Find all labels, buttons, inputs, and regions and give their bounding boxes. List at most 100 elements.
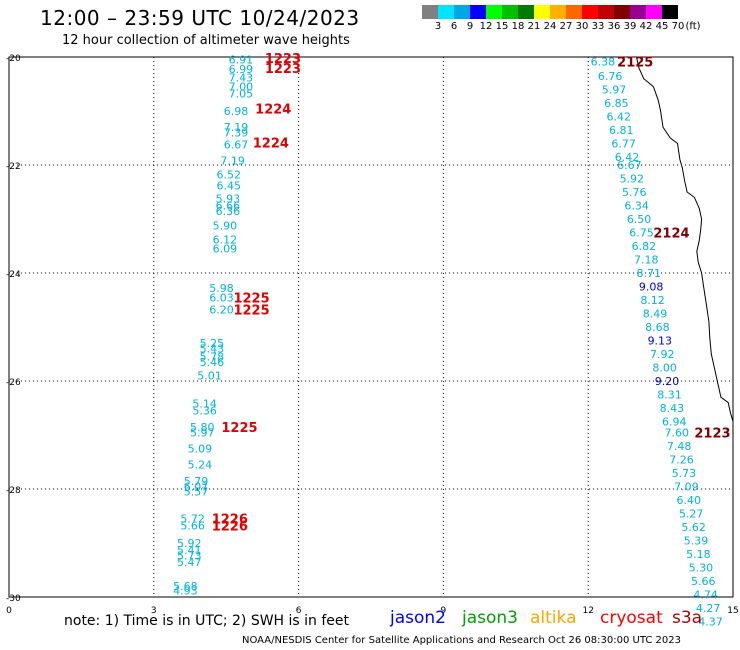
time-label: 1226	[212, 513, 248, 528]
wave-height-label: 6.34	[624, 200, 649, 213]
wave-height-label: 5.90	[213, 219, 238, 232]
wave-height-label: 5.92	[177, 537, 202, 550]
wave-height-readings: 6.916.997.437.007.056.987.197.396.677.19…	[173, 54, 723, 629]
wave-height-label: 6.45	[217, 180, 242, 193]
color-scale-label: 27	[559, 21, 573, 32]
wave-height-label: 5.47	[177, 556, 202, 569]
wave-height-label: 5.98	[209, 282, 234, 295]
wave-height-label: 6.94	[662, 416, 687, 429]
wave-height-label: 5.36	[192, 405, 217, 418]
color-scale-label: 42	[639, 21, 653, 32]
wave-height-label: 6.03	[209, 291, 234, 304]
wave-height-label: 7.19	[220, 155, 245, 168]
wave-height-label: 6.09	[213, 243, 238, 256]
wave-height-label: 8.31	[657, 389, 682, 402]
satellite-legend-jason2: jason2	[390, 608, 446, 628]
coastline	[636, 56, 734, 422]
time-label: 1224	[255, 102, 291, 117]
wave-height-label: 5.73	[177, 549, 202, 562]
color-scale-unit: (ft)	[685, 21, 701, 32]
color-scale-label: 15	[495, 21, 509, 32]
page-subtitle: 12 hour collection of altimeter wave hei…	[62, 33, 350, 48]
color-scale: 3 6 9 12 15 18 21 24 27 30 33 36 39 42 45 70 (ft)	[422, 5, 740, 33]
wave-height-label: 5.73	[672, 467, 697, 480]
y-tick-label: -22	[6, 162, 21, 172]
color-scale-swatch	[550, 5, 566, 19]
color-scale-swatch	[486, 5, 502, 19]
color-scale-swatch	[630, 5, 646, 19]
x-tick-label: 0	[6, 606, 12, 616]
wave-height-label: 5.97	[190, 426, 215, 439]
wave-height-label: 7.18	[634, 254, 659, 267]
wave-height-label: 6.81	[609, 124, 634, 137]
color-scale-label: 12	[479, 21, 493, 32]
color-scale-label: 3	[434, 21, 442, 32]
color-scale-label: 18	[511, 21, 525, 32]
wave-height-label: 5.18	[686, 548, 711, 561]
wave-height-label: 6.50	[627, 213, 652, 226]
color-scale-swatch	[534, 5, 550, 19]
wave-height-label: 4.74	[693, 588, 718, 601]
footer-note: note: 1) Time is in UTC; 2) SWH is in fe…	[64, 613, 350, 629]
wave-height-label: 7.60	[664, 426, 689, 439]
color-scale-swatch	[582, 5, 598, 19]
color-scale-swatch	[614, 5, 630, 19]
color-scale-label: 70	[671, 21, 685, 32]
wave-height-label: 8.68	[645, 321, 670, 334]
wave-height-label: 6.20	[209, 304, 234, 317]
wave-height-label: 5.97	[602, 83, 627, 96]
color-scale-label: 24	[543, 21, 557, 32]
wave-height-label: 9.08	[639, 281, 664, 294]
page-title: 12:00 – 23:59 UTC 10/24/2023	[40, 6, 360, 30]
x-tick-label: 12	[582, 606, 593, 616]
color-scale-label: 39	[623, 21, 637, 32]
wave-height-label: 7.00	[229, 81, 254, 94]
map-frame	[8, 56, 734, 598]
time-label: 2123	[694, 426, 730, 441]
wave-height-label: 6.36	[216, 205, 241, 218]
wave-height-label: 7.05	[229, 88, 254, 101]
wave-height-label: 5.66	[691, 575, 716, 588]
wave-height-label: 7.92	[650, 348, 675, 361]
wave-height-label: 5.80	[190, 421, 215, 434]
color-scale-swatch	[454, 5, 470, 19]
color-scale-label: 21	[527, 21, 541, 32]
color-scale-swatch	[438, 5, 454, 19]
color-scale-label: 6	[450, 21, 458, 32]
satellite-legend-s3a: s3a	[672, 608, 703, 628]
axis-ticks: 0 3 6 9 12 15 -20 -22 -24 -26 -28 -30	[6, 54, 739, 616]
wave-height-label: 8.71	[636, 267, 661, 280]
color-scale-label: 9	[466, 21, 474, 32]
map-grid	[9, 57, 733, 597]
time-label: 2124	[653, 227, 689, 242]
wave-height-label: 6.67	[224, 138, 249, 151]
wave-height-label: 6.76	[598, 70, 623, 83]
credit-line: NOAA/NESDIS Center for Satellite Applica…	[242, 635, 681, 646]
time-label: 1226	[212, 520, 248, 535]
satellite-legend-altika: altika	[530, 608, 577, 628]
time-label: 1225	[233, 304, 269, 319]
time-label: 1223	[265, 52, 301, 67]
color-scale-swatch	[646, 5, 662, 19]
color-scale-label: 36	[607, 21, 621, 32]
wave-height-label: 7.26	[669, 453, 694, 466]
wave-height-label: 8.49	[643, 308, 668, 321]
time-label: 1225	[221, 421, 257, 436]
color-scale-swatch	[662, 5, 678, 19]
wave-height-label: 6.98	[224, 105, 249, 118]
wave-height-label: 5.79	[184, 475, 209, 488]
wave-height-label: 6.66	[216, 200, 241, 213]
color-scale-swatch	[470, 5, 486, 19]
wave-height-label: 7.39	[224, 127, 249, 140]
wave-height-label: 5.72	[180, 513, 205, 526]
x-tick-label: 3	[151, 606, 157, 616]
wave-height-label: 5.92	[620, 173, 645, 186]
color-scale-swatches	[422, 5, 740, 19]
time-label: 2125	[617, 55, 653, 70]
wave-height-label: 6.91	[229, 54, 254, 67]
wave-height-label: 5.01	[197, 370, 222, 383]
wave-height-label: 9.13	[648, 335, 673, 348]
wave-height-label: 6.07	[184, 480, 209, 493]
color-scale-label: 33	[591, 21, 605, 32]
